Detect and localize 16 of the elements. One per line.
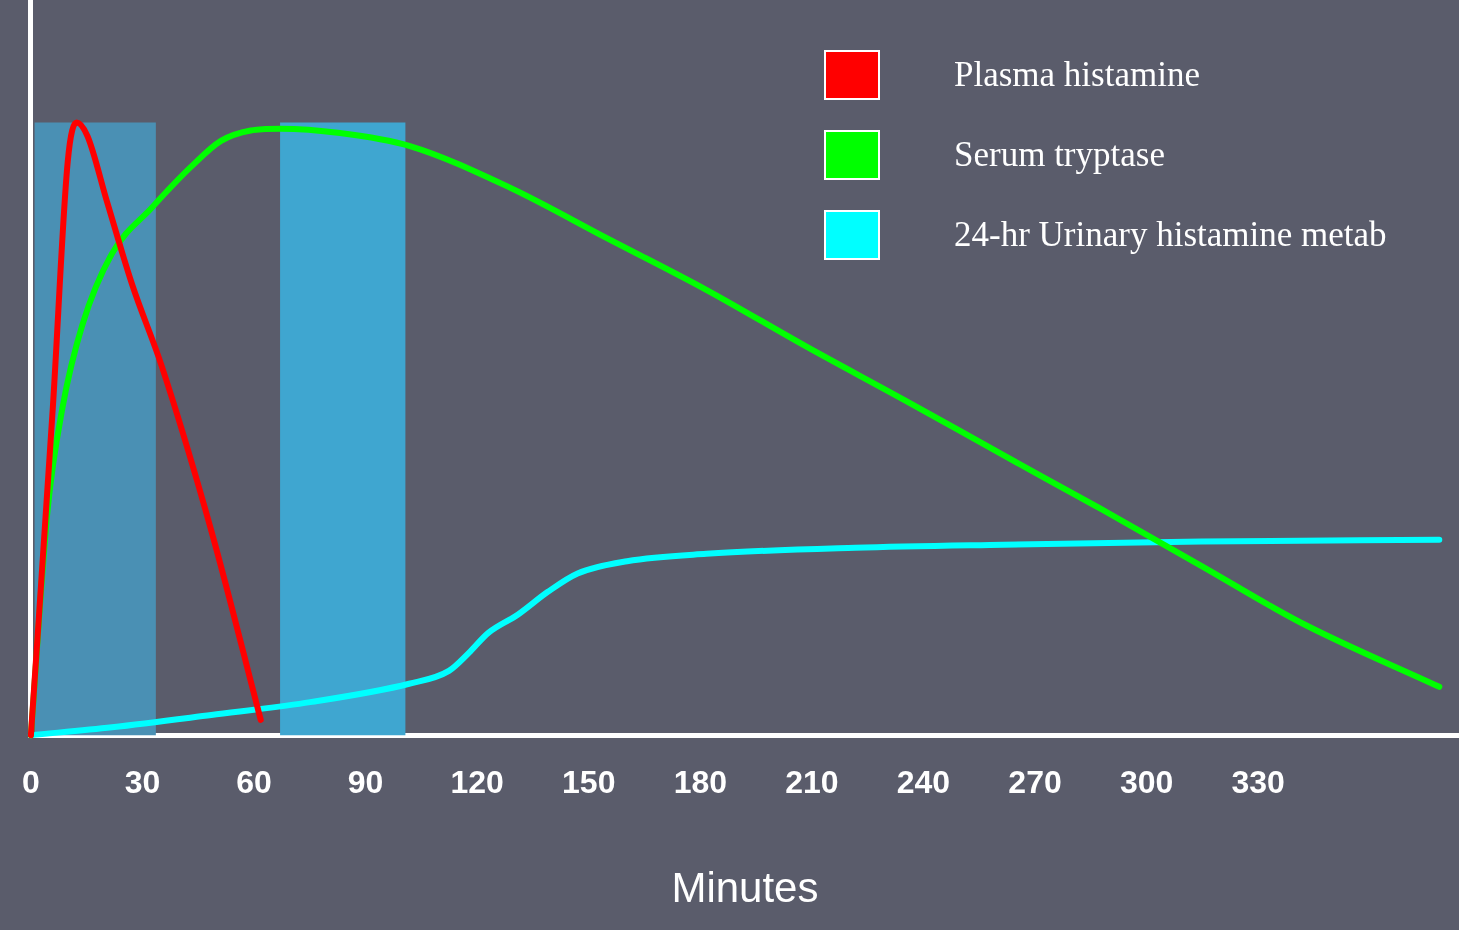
x-tick-label: 0: [22, 764, 40, 801]
x-tick-label: 30: [124, 764, 161, 801]
legend-label: Serum tryptase: [954, 135, 1165, 175]
x-tick-label: 210: [785, 764, 839, 801]
x-tick-label: 180: [673, 764, 728, 801]
legend-label: Plasma histamine: [954, 55, 1200, 95]
x-tick-label: 330: [1231, 764, 1285, 801]
x-tick-label: 120: [450, 764, 504, 801]
legend-label: 24-hr Urinary histamine metab: [954, 215, 1387, 255]
x-tick-label: 300: [1119, 764, 1174, 801]
x-tick-label: 60: [236, 764, 272, 801]
x-tick-label: 270: [1008, 764, 1062, 801]
x-axis-title: Minutes: [671, 864, 819, 912]
x-tick-label: 150: [562, 764, 616, 801]
x-tick-label: 240: [896, 764, 951, 801]
x-tick-label: 90: [347, 764, 384, 801]
